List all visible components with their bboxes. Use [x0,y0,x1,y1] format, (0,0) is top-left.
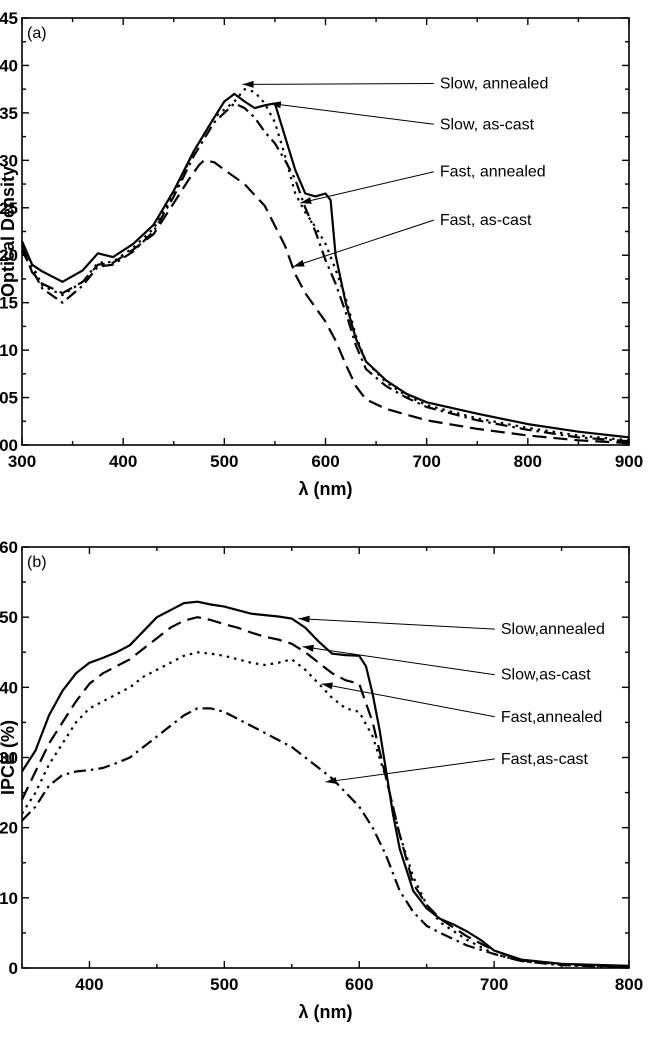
y-tick-label: 0.10 [0,341,18,360]
y-tick-label: 20 [0,819,18,838]
x-tick-label: 800 [514,452,542,471]
annotation-arrowhead [298,615,310,623]
y-tick-label: 10 [0,889,18,908]
x-tick-label: 700 [412,452,440,471]
x-tick-label: 600 [345,975,373,994]
panel-label: (b) [27,554,47,571]
annotation-arrowhead [300,197,312,204]
y-tick-label: 50 [0,608,18,627]
x-tick-label: 600 [311,452,339,471]
annotation-arrowhead [269,101,282,109]
y-tick-label: 0.05 [0,389,18,408]
series-line-dashdot [21,102,630,443]
annotation-label: Slow,annealed [501,621,605,638]
x-tick-label: 500 [210,975,238,994]
y-tick-label: 0.20 [0,246,18,265]
annotation-label: Slow, annealed [440,75,549,92]
annotation-label: Slow, as-cast [440,116,535,133]
x-tick-label: 300 [8,452,36,471]
annotation-arrowhead [302,644,314,652]
series-line-dashed [21,616,630,968]
annotation-label: Fast, annealed [440,164,546,181]
annotation-arrow [269,102,434,125]
annotation-label: Slow,as-cast [501,667,591,684]
y-axis-label: IPCE (%) [0,720,18,795]
x-tick-label: 900 [615,452,643,471]
y-tick-label: 0.30 [0,151,18,170]
y-axis-label: Optical Density [0,166,18,297]
y-tick-label: 0 [9,959,18,978]
annotation-arrow [302,646,495,676]
annotation-arrowhead [321,682,333,690]
annotation-label: Fast,as-cast [501,751,589,768]
chart-panel-0: 300 400 500 600 700 800 900 0.00 0.05 0.10 0.15 0.2… [0,9,643,499]
annotation-arrow [298,618,495,630]
series-line-dotted [21,651,630,968]
annotation-arrow [242,82,434,85]
annotation-arrowhead [242,80,254,88]
series-line-dashed [20,159,630,445]
x-axis-label: λ (nm) [299,479,353,499]
y-tick-label: 0.40 [0,56,18,75]
x-tick-label: 700 [480,975,508,994]
annotation-arrow [325,758,495,783]
y-tick-label: 30 [0,749,18,768]
y-tick-label: 40 [0,678,18,697]
y-tick-label: 0.00 [0,436,18,455]
series-line-dashdot [21,707,630,969]
y-tick-label: 0.45 [0,9,18,28]
y-tick-label: 0.15 [0,294,18,313]
y-tick-label: 0.35 [0,104,18,123]
series-line-solid [21,600,630,967]
annotation-arrowhead [293,259,305,267]
y-tick-label: 60 [0,538,18,557]
x-axis-label: λ (nm) [299,1002,353,1022]
annotation-label: Fast,annealed [501,709,602,726]
annotation-arrow [300,171,434,204]
annotation-arrowhead [325,777,337,785]
x-tick-label: 800 [615,975,643,994]
annotation-label: Fast, as-cast [440,212,532,229]
annotation-arrow [292,219,434,268]
x-tick-label: 400 [75,975,103,994]
x-tick-label: 500 [210,452,238,471]
chart-panel-1: 400 500 600 700 800 0 10 20 30 40 50 60 λ (nm) IPCE (… [0,538,643,1022]
y-tick-label: 0.25 [0,199,18,218]
x-tick-label: 400 [109,452,137,471]
annotation-arrow [321,683,495,718]
panel-label: (a) [27,25,47,42]
